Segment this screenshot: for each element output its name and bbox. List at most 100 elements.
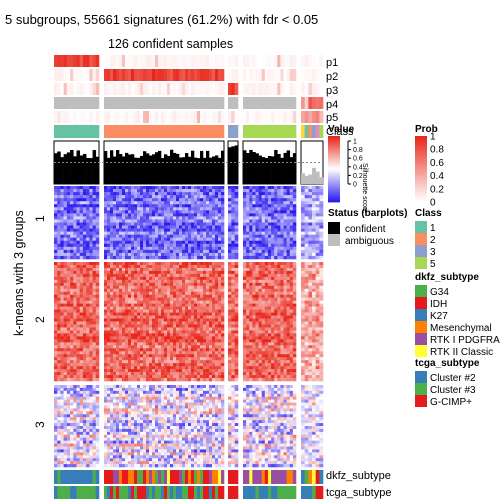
heatmap-cell <box>107 309 111 313</box>
heatmap-cell <box>212 336 216 340</box>
heatmap-cell <box>271 285 275 290</box>
heatmap-cell <box>140 318 144 322</box>
heatmap-cell <box>60 243 64 248</box>
heatmap-cell <box>292 240 297 245</box>
heatmap-cell <box>116 330 120 334</box>
heatmap-cell <box>231 309 235 313</box>
heatmap-cell <box>304 240 309 245</box>
heatmap-cell <box>206 324 210 328</box>
heatmap-cell <box>243 306 247 310</box>
heatmap-cell <box>95 246 100 251</box>
heatmap-cell <box>152 285 156 290</box>
heatmap-cell <box>179 321 183 325</box>
heatmap-cell <box>73 207 77 211</box>
heatmap-cell <box>182 309 186 313</box>
heatmap-cell <box>170 348 174 352</box>
heatmap-cell <box>301 273 305 278</box>
heatmap-cell <box>261 255 266 260</box>
heatmap-cell <box>86 252 90 257</box>
heatmap-cell <box>131 279 135 284</box>
heatmap-cell <box>215 192 219 196</box>
heatmap-cell <box>173 255 177 260</box>
heatmap-cell <box>164 309 168 313</box>
heatmap-cell <box>167 300 171 304</box>
heatmap-cell <box>234 282 239 287</box>
prob-cell-p5 <box>243 111 247 123</box>
heatmap-cell <box>206 246 210 251</box>
heatmap-cell <box>95 309 100 313</box>
heatmap-cell <box>86 288 90 293</box>
heatmap-cell <box>149 246 153 251</box>
heatmap-cell <box>73 249 77 254</box>
heatmap-cell <box>128 342 132 346</box>
heatmap-cell <box>197 306 201 310</box>
heatmap-cell <box>104 330 108 334</box>
heatmap-cell <box>116 315 120 319</box>
heatmap-cell <box>264 213 269 217</box>
heatmap-cell <box>258 297 263 301</box>
heatmap-cell <box>246 327 250 331</box>
heatmap-cell <box>146 240 150 245</box>
heatmap-cell <box>82 297 87 301</box>
heatmap-cell <box>89 262 93 266</box>
heatmap-cell <box>255 234 259 239</box>
heatmap-cell <box>206 312 210 316</box>
heatmap-cell <box>170 246 174 251</box>
heatmap-cell <box>283 207 287 211</box>
heatmap-cell <box>149 306 153 310</box>
heatmap-cell <box>110 321 114 325</box>
heatmap-cell <box>143 255 147 260</box>
heatmap-cell <box>255 255 259 260</box>
heatmap-cell <box>164 219 168 223</box>
heatmap-cell <box>188 216 192 220</box>
heatmap-cell <box>271 234 275 239</box>
heatmap-cell <box>86 300 90 304</box>
heatmap-cell <box>312 195 316 199</box>
heatmap-cell <box>176 216 180 220</box>
heatmap-cell <box>143 315 147 319</box>
heatmap-cell <box>215 321 219 325</box>
heatmap-cell <box>209 243 213 248</box>
heatmap-cell <box>110 186 114 190</box>
heatmap-cell <box>215 285 219 290</box>
heatmap-cell <box>286 348 291 352</box>
heatmap-cell <box>292 282 297 287</box>
heatmap-cell <box>319 207 324 211</box>
heatmap-cell <box>152 207 156 211</box>
heatmap-cell <box>54 219 58 223</box>
heatmap-cell <box>63 288 68 293</box>
heatmap-cell <box>66 240 71 245</box>
heatmap-cell <box>286 255 291 260</box>
heatmap-cell <box>70 189 74 193</box>
heatmap-cell <box>228 276 232 281</box>
heatmap-cell <box>134 262 138 266</box>
heatmap-cell <box>304 318 309 322</box>
heatmap-cell <box>212 213 216 217</box>
heatmap-cell <box>66 342 71 346</box>
heatmap-cell <box>76 222 81 226</box>
heatmap-cell <box>107 219 111 223</box>
heatmap-cell <box>86 225 90 229</box>
prob-cell-p1 <box>134 55 138 67</box>
heatmap-cell <box>218 249 222 254</box>
heatmap-cell <box>131 237 135 242</box>
heatmap-cell <box>212 279 216 284</box>
prob-cell-p2 <box>304 69 309 81</box>
heatmap-cell <box>164 333 168 337</box>
heatmap-cell <box>304 303 309 307</box>
heatmap-cell <box>107 285 111 290</box>
heatmap-cell <box>110 249 114 254</box>
heatmap-cell <box>292 210 297 214</box>
class-cell <box>161 125 165 138</box>
heatmap-cell <box>308 243 313 248</box>
heatmap-cell <box>110 231 114 235</box>
heatmap-cell <box>92 192 97 196</box>
prob-cell-p3 <box>119 83 123 95</box>
heatmap-cell <box>73 285 77 290</box>
heatmap-cell <box>95 282 100 287</box>
heatmap-cell <box>173 285 177 290</box>
heatmap-cell <box>267 243 272 248</box>
heatmap-cell <box>86 219 90 223</box>
heatmap-cell <box>134 189 138 193</box>
heatmap-cell <box>197 267 201 272</box>
